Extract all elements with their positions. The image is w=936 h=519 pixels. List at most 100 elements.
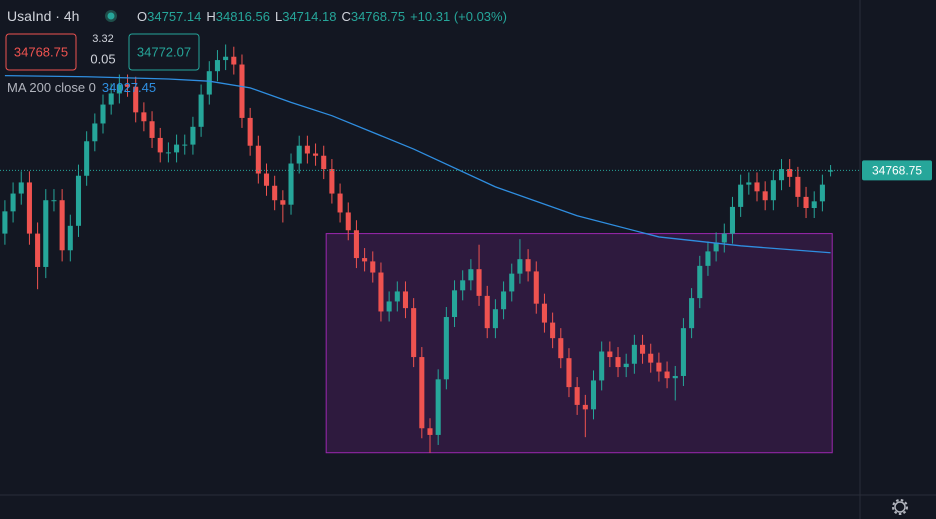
- ohlc-label: H: [206, 9, 215, 24]
- candle-body: [124, 84, 131, 87]
- candle-body: [18, 182, 24, 194]
- candle-body: [550, 322, 556, 339]
- candle-body: [378, 272, 384, 312]
- candle-body: [656, 362, 662, 372]
- axes: 34768.75: [862, 160, 932, 181]
- settings-icon[interactable]: [892, 499, 908, 515]
- candle-body: [484, 295, 490, 329]
- candle-body: [92, 123, 98, 142]
- symbol-legend: UsaInd · 4h: [7, 8, 79, 24]
- candle-body: [664, 371, 670, 379]
- candle-body: [819, 184, 825, 202]
- candle-body: [370, 261, 376, 273]
- candle-body: [460, 280, 466, 291]
- candle-body: [803, 196, 809, 209]
- ohlc-value: 34757.14: [147, 9, 201, 24]
- candle-body: [2, 211, 8, 234]
- candle-body: [157, 137, 163, 153]
- candle-body: [402, 291, 409, 309]
- candle-body: [787, 169, 793, 177]
- candle-body: [43, 200, 49, 267]
- candle-body: [680, 328, 686, 376]
- candle-body: [501, 291, 507, 310]
- candle-body: [280, 200, 286, 205]
- spread: 0.05: [90, 51, 115, 66]
- separator: ·: [51, 8, 63, 24]
- candle-body: [411, 308, 417, 358]
- candle-body: [362, 258, 368, 262]
- candle-body: [468, 269, 474, 281]
- candle-body: [770, 180, 776, 201]
- candle-body: [738, 184, 744, 207]
- candle-body: [721, 233, 727, 243]
- candle-body: [133, 86, 139, 113]
- candle-body: [729, 206, 736, 234]
- candle-body: [713, 242, 719, 252]
- buy-price[interactable]: 34772.07: [137, 44, 191, 59]
- candle-body: [174, 144, 180, 153]
- candle-body: [141, 112, 147, 122]
- symbol: UsaInd: [7, 8, 51, 24]
- candle-body: [599, 351, 605, 381]
- candle-body: [313, 153, 319, 156]
- candle-body: [590, 380, 597, 410]
- candle-body: [607, 351, 613, 358]
- candle-body: [26, 182, 32, 234]
- candle-body: [255, 145, 261, 174]
- interval: 4h: [64, 8, 80, 24]
- ma-legend: MA 200 close 0 34027.45: [7, 80, 156, 95]
- ma-line: [4, 74, 831, 254]
- candle-body: [206, 71, 212, 95]
- candle-body: [828, 170, 834, 172]
- ohlc-value: 34714.18: [282, 9, 336, 24]
- buy-button[interactable]: [128, 33, 200, 71]
- candle-body: [648, 353, 654, 363]
- candle-body: [492, 309, 498, 329]
- ohlc-value: 34768.75: [351, 9, 405, 24]
- candle-body: [223, 56, 229, 61]
- candle-body: [321, 155, 327, 170]
- candle-body: [778, 169, 785, 181]
- candle-body: [795, 176, 801, 197]
- change: +10.31 (+0.03%): [410, 9, 507, 24]
- candle-body: [558, 338, 564, 359]
- last-price-badge: [862, 160, 932, 181]
- ohlc-label: L: [275, 9, 282, 24]
- sell-button[interactable]: [5, 33, 77, 71]
- candle-body: [353, 230, 359, 259]
- candle-body: [288, 163, 294, 205]
- candle-body: [419, 357, 425, 429]
- candle-body: [451, 290, 458, 318]
- candle-body: [427, 428, 433, 435]
- candle-body: [10, 193, 16, 212]
- ohlc-value: 34816.56: [216, 9, 270, 24]
- candle-body: [697, 265, 703, 299]
- candle-body: [149, 121, 155, 138]
- candle-body: [623, 363, 629, 368]
- candle-body: [35, 233, 41, 267]
- candle-body: [239, 64, 245, 118]
- ma-name: MA 200 close 0: [7, 80, 96, 95]
- candle-body: [329, 169, 335, 194]
- candle-body: [435, 379, 441, 435]
- candle-body: [100, 104, 106, 124]
- candle-body: [525, 259, 531, 272]
- gear-teeth[interactable]: [892, 499, 908, 515]
- gear[interactable]: [894, 501, 906, 513]
- spread: 3.32: [92, 33, 113, 45]
- candle-body: [75, 175, 82, 226]
- candle-body: [247, 117, 253, 146]
- last-price-label: 34768.75: [872, 164, 922, 178]
- candle-body: [705, 251, 711, 266]
- candle-body: [67, 225, 73, 251]
- candle-body: [272, 185, 278, 201]
- candle-body: [443, 317, 449, 380]
- sell-price[interactable]: 34768.75: [14, 44, 68, 59]
- candle-body: [394, 291, 400, 302]
- candle-body: [165, 152, 171, 154]
- candle-body: [582, 404, 588, 410]
- marks: [0, 44, 860, 454]
- candle-body: [190, 126, 196, 145]
